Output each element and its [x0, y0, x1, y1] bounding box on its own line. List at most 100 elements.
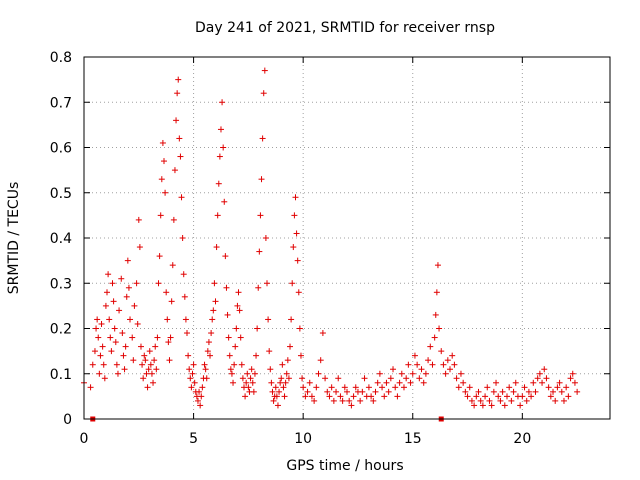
data-point: [466, 384, 473, 391]
data-point: [346, 397, 353, 404]
data-point: [224, 311, 231, 318]
data-point: [464, 393, 471, 400]
data-point: [444, 357, 451, 364]
data-point: [462, 388, 469, 395]
data-point: [264, 280, 271, 287]
data-point: [197, 402, 204, 409]
data-point: [196, 388, 203, 395]
data-point: [488, 402, 495, 409]
data-point: [237, 334, 244, 341]
data-point: [457, 370, 464, 377]
data-point: [162, 189, 169, 196]
data-point: [268, 379, 275, 386]
data-point: [433, 289, 440, 296]
data-point: [216, 153, 223, 160]
y-tick-label: 0.7: [50, 95, 72, 111]
data-point: [232, 343, 239, 350]
data-point: [490, 388, 497, 395]
data-point: [319, 330, 326, 337]
data-point: [254, 325, 261, 332]
data-point: [294, 257, 301, 264]
data-point: [259, 135, 266, 142]
data-point: [122, 343, 129, 350]
data-point: [270, 397, 277, 404]
data-point: [283, 370, 290, 377]
y-axis-label: SRMTID / TECUs: [6, 182, 22, 295]
data-point: [543, 375, 550, 382]
data-point: [396, 379, 403, 386]
data-point: [411, 352, 418, 359]
data-point: [420, 379, 427, 386]
data-point: [372, 388, 379, 395]
data-point: [146, 348, 153, 355]
data-point: [479, 402, 486, 409]
data-point: [188, 384, 195, 391]
data-point: [203, 375, 210, 382]
data-point: [198, 393, 205, 400]
data-point: [471, 402, 478, 409]
data-point: [317, 357, 324, 364]
data-point: [104, 289, 111, 296]
data-point: [251, 370, 258, 377]
data-point: [99, 343, 106, 350]
data-point: [245, 384, 252, 391]
data-point: [102, 302, 109, 309]
data-point: [267, 366, 274, 373]
data-point: [140, 375, 147, 382]
data-point: [186, 366, 193, 373]
data-point: [451, 361, 458, 368]
data-point: [365, 384, 372, 391]
data-point: [460, 379, 467, 386]
data-point: [335, 375, 342, 382]
data-point: [215, 180, 222, 187]
data-point: [199, 384, 206, 391]
data-point: [447, 366, 454, 373]
data-point: [156, 253, 163, 260]
data-point: [493, 379, 500, 386]
chart-title: Day 241 of 2021, SRMTID for receiver rns…: [195, 20, 495, 36]
data-point: [442, 370, 449, 377]
data-point: [486, 397, 493, 404]
data-point: [184, 330, 191, 337]
data-point: [106, 316, 113, 323]
data-point: [293, 230, 300, 237]
data-point: [175, 76, 182, 83]
data-point: [333, 388, 340, 395]
data-point: [158, 176, 165, 183]
data-point: [328, 384, 335, 391]
data-point: [174, 90, 181, 97]
data-point: [284, 357, 291, 364]
data-point: [190, 361, 197, 368]
data-point: [276, 388, 283, 395]
data-point: [233, 325, 240, 332]
data-point: [202, 366, 209, 373]
data-point: [272, 384, 279, 391]
data-point: [565, 393, 572, 400]
data-point: [130, 357, 137, 364]
data-point: [141, 352, 148, 359]
data-point: [517, 402, 524, 409]
data-point: [352, 384, 359, 391]
data-point: [189, 370, 196, 377]
data-point: [499, 388, 506, 395]
data-point: [107, 334, 114, 341]
data-point: [208, 330, 215, 337]
data-point: [287, 343, 294, 350]
data-point: [390, 366, 397, 373]
data-point: [297, 352, 304, 359]
data-point: [550, 388, 557, 395]
data-point: [468, 397, 475, 404]
data-point: [114, 370, 121, 377]
data-point: [157, 212, 164, 219]
data-point: [567, 375, 574, 382]
data-point: [234, 302, 241, 309]
data-point: [180, 271, 187, 278]
data-point: [167, 334, 174, 341]
data-point: [552, 397, 559, 404]
data-point: [97, 352, 104, 359]
data-point: [214, 212, 221, 219]
data-point: [235, 289, 242, 296]
data-point: [194, 397, 201, 404]
data-point: [110, 298, 117, 305]
